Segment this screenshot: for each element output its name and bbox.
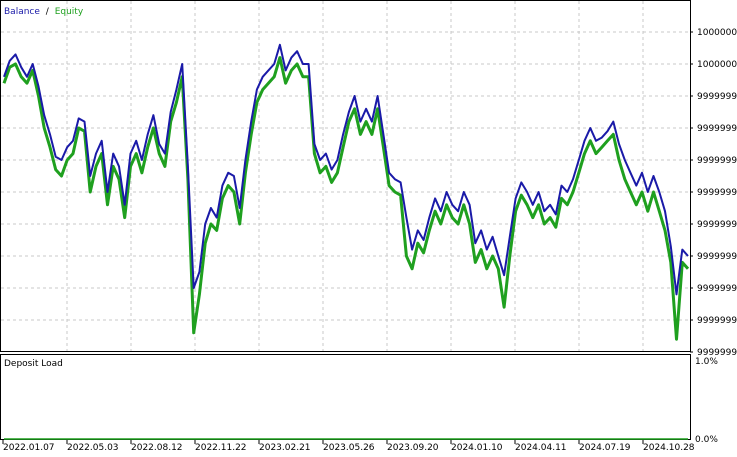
x-tick-label: 2024.10.28 xyxy=(643,443,695,453)
x-axis-labels: 2022.01.07 2022.05.03 2022.08.12 2022.11.22… xyxy=(2,440,695,453)
x-tick-label: 2023.02.21 xyxy=(259,443,311,453)
y-tick-label: 99999998 xyxy=(697,348,737,358)
legend-balance: Balance xyxy=(4,7,40,17)
x-tick-label: 2022.08.12 xyxy=(131,443,183,453)
legend: Balance / Equity xyxy=(4,7,84,17)
balance-line xyxy=(3,43,689,296)
x-tick-label: 2024.04.11 xyxy=(515,443,567,453)
main-pane xyxy=(0,0,691,352)
main-series xyxy=(2,43,690,341)
deposit-load-pane xyxy=(0,354,691,440)
y-tick-label: 99999998 xyxy=(697,316,737,326)
x-tick-label: 2022.01.07 xyxy=(3,443,55,453)
deposit-load-y-max: 1.0% xyxy=(695,357,718,367)
equity-line xyxy=(2,56,690,341)
x-tick-label: 2023.09.20 xyxy=(387,443,439,453)
x-tick-label: 2023.05.26 xyxy=(323,443,375,453)
deposit-load-title: Deposit Load xyxy=(4,359,63,369)
y-tick-label: 10000000 xyxy=(697,28,737,38)
y-tick-label: 99999998 xyxy=(697,284,737,294)
x-tick-label: 2022.05.03 xyxy=(67,443,119,453)
y-tick-label: 10000000 xyxy=(697,60,737,70)
x-tick-label: 2024.01.10 xyxy=(451,443,503,453)
deposit-load-y-min: 0.0% xyxy=(695,435,718,445)
legend-separator: / xyxy=(46,7,50,17)
x-tick-label: 2022.11.22 xyxy=(195,443,247,453)
legend-equity: Equity xyxy=(55,7,84,17)
x-tick-label: 2024.07.19 xyxy=(579,443,631,453)
